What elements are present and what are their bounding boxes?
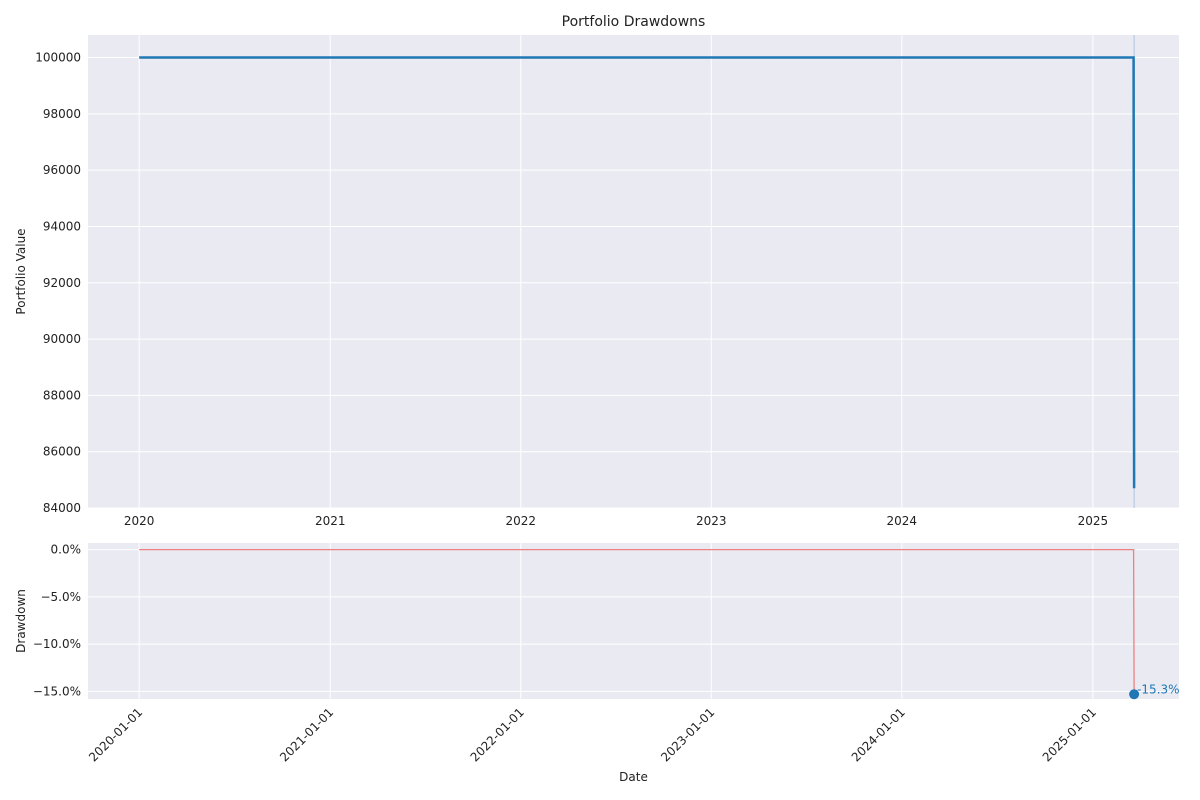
value-y-tick-label: 94000 (43, 219, 81, 233)
value-x-tick-label: 2022 (505, 514, 536, 528)
drawdown-y-tick-label: −15.0% (33, 684, 81, 698)
chart-title: Portfolio Drawdowns (562, 14, 706, 30)
value-y-tick-label: 84000 (43, 501, 81, 515)
value-x-tick-label: 2021 (315, 514, 346, 528)
drawdown-y-tick-label: −5.0% (40, 590, 81, 604)
drawdown-y-tick-label: 0.0% (51, 543, 82, 557)
value-series-line (139, 56, 1136, 489)
drawdown-x-axis-label: Date (619, 770, 648, 784)
value-x-tick-label: 2025 (1078, 514, 1109, 528)
drawdown-x-tick-label: 2022-01-01 (468, 705, 527, 764)
value-y-tick-label: 92000 (43, 276, 81, 290)
value-y-tick-label: 90000 (43, 332, 81, 346)
value-y-axis-label: Portfolio Value (14, 228, 28, 314)
drawdown-y-axis-label: Drawdown (14, 589, 28, 653)
value-y-tick-label: 86000 (43, 445, 81, 459)
value-x-tick-label: 2023 (696, 514, 727, 528)
value-y-tick-label: 88000 (43, 388, 81, 402)
drawdown-x-tick-label: 2025-01-01 (1040, 705, 1099, 764)
drawdown-x-tick-label: 2024-01-01 (849, 705, 908, 764)
drawdown-x-tick-label: 2021-01-01 (277, 705, 336, 764)
value-x-tick-label: 2020 (124, 514, 155, 528)
value-y-tick-label: 96000 (43, 163, 81, 177)
value-x-tick-label: 2024 (887, 514, 918, 528)
drawdown-series-line (139, 548, 1135, 695)
drawdown-y-tick-label: −10.0% (33, 637, 81, 651)
value-plot-area (88, 35, 1179, 508)
max-drawdown-label: -15.3% (1137, 682, 1179, 696)
value-y-tick-label: 100000 (35, 51, 81, 65)
drawdown-x-tick-label: 2020-01-01 (86, 705, 145, 764)
drawdown-plot-area (88, 543, 1179, 699)
max-drawdown-point (1129, 689, 1140, 700)
drawdown-x-tick-label: 2023-01-01 (658, 705, 717, 764)
value-y-tick-label: 98000 (43, 107, 81, 121)
